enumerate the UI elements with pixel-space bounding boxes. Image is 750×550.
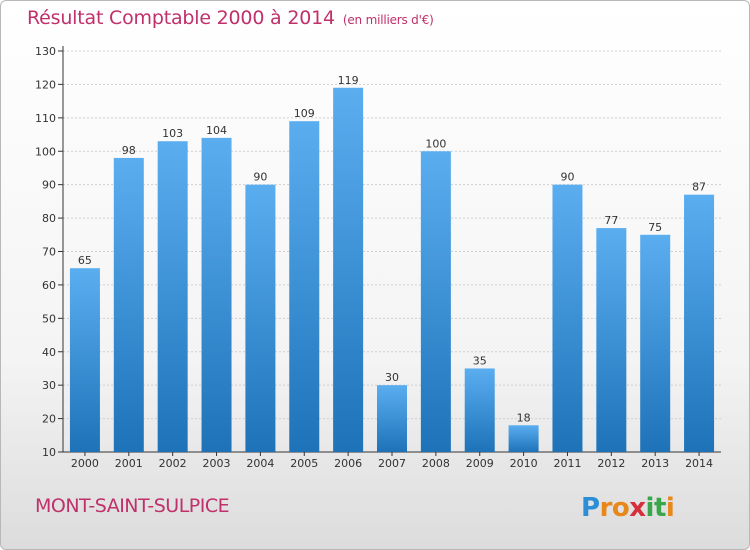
y-tick-label: 70 bbox=[42, 246, 56, 259]
x-tick-label: 2011 bbox=[553, 457, 581, 470]
data-label: 100 bbox=[425, 137, 446, 150]
data-label: 104 bbox=[206, 124, 227, 137]
x-tick-label: 2007 bbox=[378, 457, 406, 470]
bar bbox=[552, 184, 583, 452]
x-tick-label: 2014 bbox=[685, 457, 713, 470]
x-tick-label: 2004 bbox=[246, 457, 274, 470]
bar bbox=[157, 141, 188, 452]
x-tick-label: 2009 bbox=[466, 457, 494, 470]
data-label: 119 bbox=[338, 74, 359, 87]
data-label: 75 bbox=[648, 221, 662, 234]
y-tick-label: 10 bbox=[42, 446, 56, 459]
data-label: 18 bbox=[517, 411, 531, 424]
data-label: 77 bbox=[604, 214, 618, 227]
y-tick-label: 110 bbox=[35, 112, 56, 125]
y-tick-label: 90 bbox=[42, 179, 56, 192]
x-tick-label: 2008 bbox=[422, 457, 450, 470]
data-label: 98 bbox=[122, 144, 136, 157]
y-tick-label: 80 bbox=[42, 212, 56, 225]
bars bbox=[69, 87, 715, 453]
x-tick-label: 2005 bbox=[290, 457, 318, 470]
data-label: 90 bbox=[560, 171, 574, 184]
data-label: 35 bbox=[473, 354, 487, 367]
bar bbox=[245, 184, 276, 452]
bar bbox=[640, 234, 671, 452]
bar bbox=[684, 194, 715, 453]
data-label: 30 bbox=[385, 371, 399, 384]
bar bbox=[333, 87, 364, 452]
logo-letter: r bbox=[599, 493, 613, 523]
data-label: 87 bbox=[692, 181, 706, 194]
logo-letter: t bbox=[653, 493, 666, 523]
x-tick-label: 2002 bbox=[159, 457, 187, 470]
x-tick-label: 2006 bbox=[334, 457, 362, 470]
data-label: 65 bbox=[78, 254, 92, 267]
logo-letter: i bbox=[645, 493, 655, 523]
bar bbox=[113, 157, 144, 452]
chart-subtitle: (en milliers d'€) bbox=[342, 13, 434, 27]
y-tick-label: 40 bbox=[42, 346, 56, 359]
chart-title-text: Résultat Comptable 2000 à 2014 bbox=[27, 7, 335, 29]
bar bbox=[420, 151, 451, 452]
bar bbox=[596, 228, 627, 452]
chart-title: Résultat Comptable 2000 à 2014 (en millie… bbox=[27, 7, 434, 29]
x-tick-label: 2013 bbox=[641, 457, 669, 470]
y-tick-label: 50 bbox=[42, 312, 56, 325]
data-label: 103 bbox=[162, 127, 183, 140]
logo-letter: i bbox=[665, 493, 675, 523]
x-tick-label: 2010 bbox=[510, 457, 538, 470]
y-tick-label: 130 bbox=[35, 45, 56, 58]
x-tick-label: 2012 bbox=[597, 457, 625, 470]
bar bbox=[377, 385, 407, 452]
y-tick-label: 20 bbox=[42, 413, 56, 426]
data-label: 109 bbox=[294, 107, 315, 120]
bar bbox=[289, 121, 320, 453]
x-tick-label: 2003 bbox=[203, 457, 231, 470]
bar bbox=[508, 425, 539, 452]
location-name: MONT-SAINT-SULPICE bbox=[35, 495, 230, 517]
y-tick-label: 100 bbox=[35, 145, 56, 158]
bar bbox=[464, 368, 495, 452]
logo-letter: P bbox=[581, 493, 600, 523]
bar bbox=[201, 137, 232, 452]
y-tick-label: 120 bbox=[35, 78, 56, 91]
x-tick-label: 2001 bbox=[115, 457, 143, 470]
bar bbox=[69, 268, 100, 452]
y-tick-label: 30 bbox=[42, 379, 56, 392]
x-tick-label: 2000 bbox=[71, 457, 99, 470]
axes: 10 20 30 40 50 60 70 80 90 100 110 120 130 2000 2001 20… bbox=[35, 45, 721, 470]
data-label: 90 bbox=[253, 171, 267, 184]
logo-letter: x bbox=[629, 493, 646, 523]
y-tick-label: 60 bbox=[42, 279, 56, 292]
value-labels: 65 98 103 104 90 109 119 30 100 35 18 90 77 75 87 bbox=[78, 74, 706, 425]
logo-letter: o bbox=[611, 493, 630, 523]
